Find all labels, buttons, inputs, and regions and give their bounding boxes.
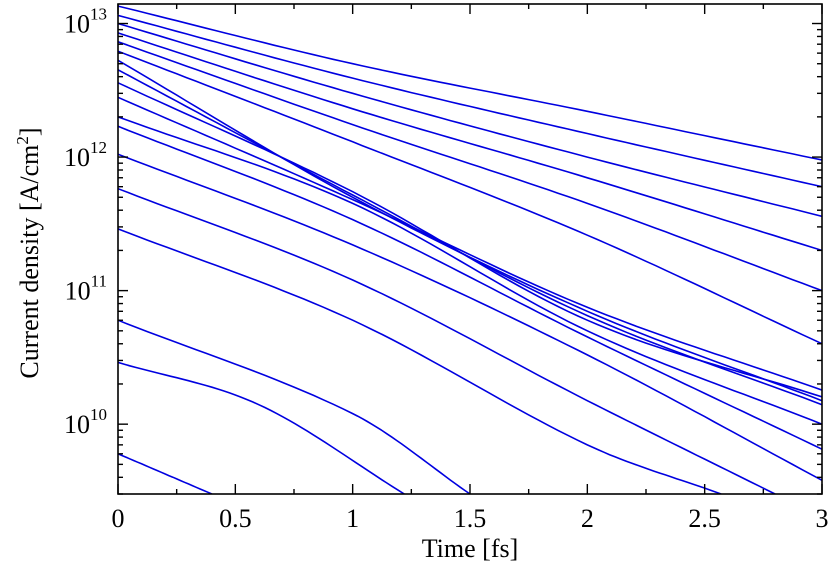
y-tick-label: 1010 (64, 405, 107, 439)
series-line-13 (118, 153, 822, 482)
series-line-1 (118, 5, 822, 161)
y-tick-label: 1011 (65, 272, 107, 306)
plot-frame (117, 3, 823, 495)
x-tick-label: 3 (816, 504, 829, 533)
y-axis-label-close: ] (15, 127, 44, 136)
y-axis-label-sup: 2 (13, 136, 32, 145)
series-line-18 (118, 453, 213, 494)
series-line-15 (118, 228, 722, 494)
series-line-2 (118, 14, 822, 188)
series-layer (118, 5, 822, 494)
series-line-16 (118, 319, 471, 494)
series-line-12 (118, 125, 822, 450)
x-tick-label: 1.5 (454, 504, 487, 533)
series-line-6 (118, 50, 822, 345)
x-axis-label: Time [fs] (422, 534, 519, 563)
y-axis-label-main: Current density [A/cm (15, 145, 44, 379)
ticks-layer (117, 4, 823, 495)
series-line-10 (118, 96, 822, 391)
series-line-5 (118, 41, 822, 292)
series-line-14 (118, 187, 776, 494)
x-tick-label: 0.5 (219, 504, 252, 533)
y-tick-label: 1013 (64, 5, 107, 39)
labels-layer: 0 0.5 1 1.5 2 2.5 3 1010 1011 1012 1013 (64, 5, 829, 533)
series-line-9 (118, 82, 822, 398)
x-tick-label: 2 (581, 504, 594, 533)
series-line-3 (118, 22, 822, 218)
series-line-11 (118, 116, 822, 425)
y-axis-label: Current density [A/cm2] (13, 127, 44, 378)
series-line-17 (118, 361, 405, 494)
series-line-4 (118, 32, 822, 252)
series-line-7 (118, 59, 822, 402)
x-tick-label: 1 (346, 504, 359, 533)
y-tick-label: 1012 (64, 138, 107, 172)
x-tick-label: 2.5 (688, 504, 721, 533)
x-tick-label: 0 (112, 504, 125, 533)
